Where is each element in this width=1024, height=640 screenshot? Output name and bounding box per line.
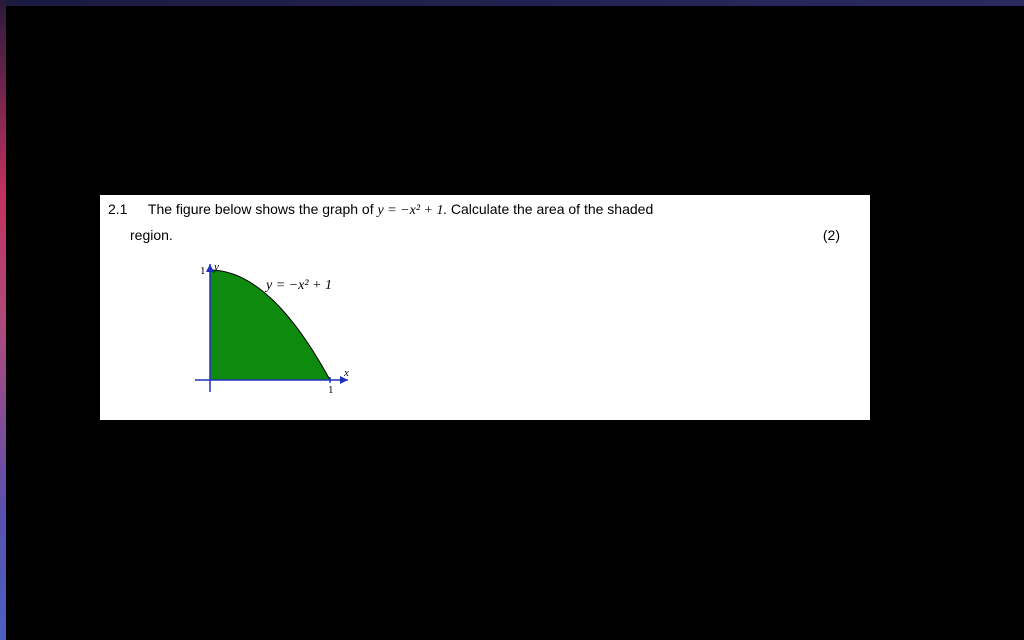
y-tick-label: 1 — [200, 265, 206, 277]
question-text-after: Calculate the area of the shaded — [451, 201, 653, 217]
question-marks: (2) — [823, 227, 840, 243]
y-axis-label: y — [213, 261, 219, 273]
x-tick-label: 1 — [328, 384, 334, 396]
curve-equation-label: y = −x² + 1 — [266, 278, 332, 294]
x-axis-label: x — [343, 367, 349, 379]
question-line-1: 2.1 The figure below shows the graph of … — [108, 201, 858, 219]
question-text: The figure below shows the graph of y = … — [148, 201, 653, 217]
y-axis-arrow-icon — [206, 264, 214, 272]
window-top-border — [0, 0, 1024, 6]
question-inline-equation: y = −x² + 1. — [378, 203, 447, 218]
question-number: 2.1 — [108, 201, 127, 217]
graph-figure: 11xy y = −x² + 1 — [180, 260, 380, 415]
window-left-border — [0, 0, 6, 640]
question-card: 2.1 The figure below shows the graph of … — [100, 195, 870, 420]
question-line-2: region. — [130, 227, 858, 243]
question-text-before: The figure below shows the graph of — [148, 201, 378, 217]
